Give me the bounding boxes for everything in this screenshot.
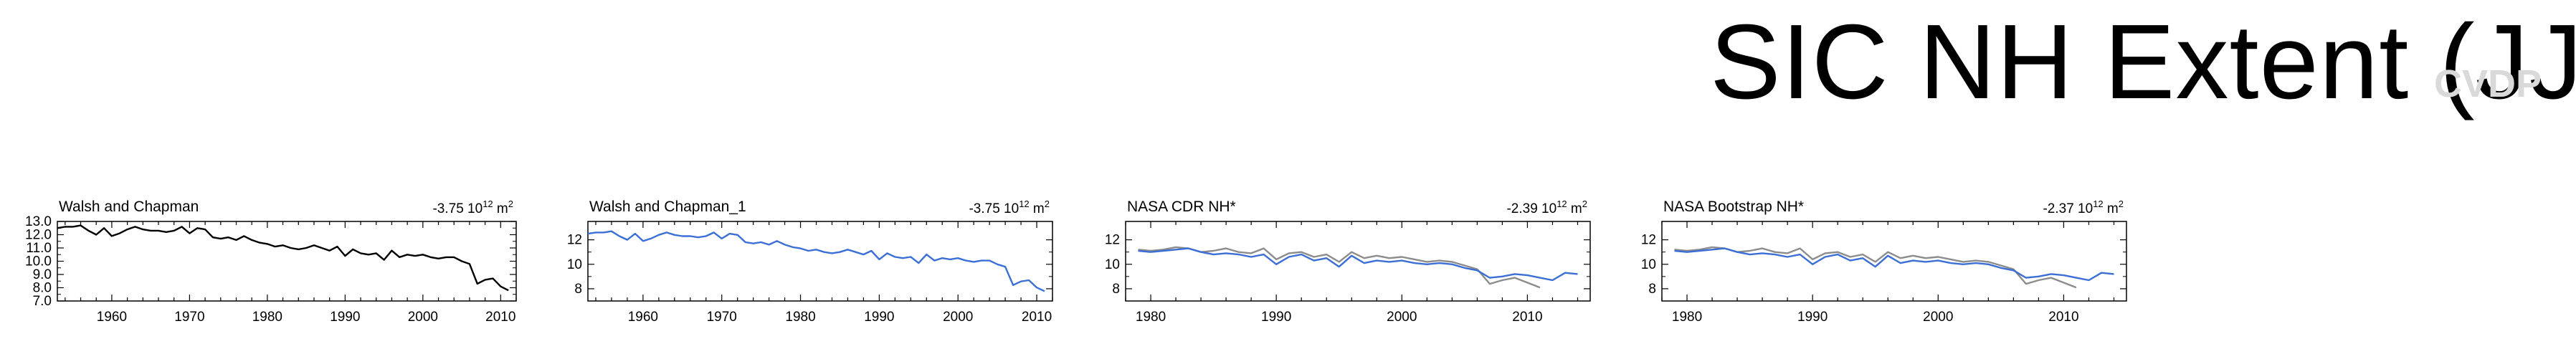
- trend-unit-exponent: 2: [1045, 199, 1050, 209]
- trend-value: -3.75 10: [969, 201, 1019, 216]
- series-line-model: [587, 230, 1045, 292]
- y-tick-label: 10: [567, 257, 582, 272]
- trend-unit: m: [1567, 201, 1582, 216]
- y-tick-label: 10: [1641, 257, 1656, 272]
- trend-unit-exponent: 2: [508, 199, 513, 209]
- x-tick-label: 2010: [1512, 310, 1542, 325]
- panel-title: Walsh and Chapman_1: [589, 199, 746, 215]
- x-tick-label: 1990: [1797, 310, 1828, 325]
- y-tick-label: 8: [1648, 282, 1656, 297]
- y-tick-label: 12: [567, 233, 582, 248]
- trend-label: -3.75 1012 m2: [432, 199, 513, 216]
- plot-frame: [587, 221, 1053, 302]
- y-tick-label: 13.0: [25, 214, 52, 229]
- x-tick-label: 1960: [628, 310, 658, 325]
- x-tick-label: 1970: [707, 310, 737, 325]
- x-tick-label: 2010: [2048, 310, 2078, 325]
- series-line-reference: [1138, 246, 1541, 289]
- x-tick-label: 1980: [1672, 310, 1702, 325]
- x-tick-label: 2000: [943, 310, 973, 325]
- x-tick-label: 2000: [408, 310, 438, 325]
- series-line-obs: [57, 224, 509, 292]
- trend-exponent: 12: [2093, 199, 2103, 209]
- trend-value: -2.39 10: [1506, 201, 1556, 216]
- trend-value: -2.37 10: [2043, 201, 2093, 216]
- y-tick-label: 10: [1105, 257, 1120, 272]
- x-tick-label: 2000: [1923, 310, 1953, 325]
- panel-title: Walsh and Chapman: [59, 199, 199, 215]
- plot-frame: [1125, 221, 1591, 302]
- series-line-model: [1674, 247, 2114, 282]
- x-tick-label: 1990: [864, 310, 894, 325]
- series-line-reference: [1674, 246, 2077, 289]
- y-tick-label: 8: [574, 282, 582, 297]
- panel-title: NASA Bootstrap NH*: [1663, 199, 1804, 215]
- y-tick-label: 7.0: [33, 294, 52, 309]
- y-tick-label: 12: [1641, 233, 1656, 248]
- x-tick-label: 1990: [330, 310, 360, 325]
- panel-title: NASA CDR NH*: [1127, 199, 1236, 215]
- page-title: SIC NH Extent (JJA): [1710, 3, 2576, 121]
- trend-exponent: 12: [1019, 199, 1029, 209]
- plot-frame: [1661, 221, 2127, 302]
- trend-unit-exponent: 2: [1582, 199, 1587, 209]
- x-tick-label: 1970: [174, 310, 204, 325]
- trend-value: -3.75 10: [432, 201, 483, 216]
- chart-panel-1: Walsh and Chapman -3.75 1012 m2 1960 1970 19…: [25, 199, 517, 325]
- y-tick-label: 10.0: [25, 254, 52, 269]
- trend-label: -2.39 1012 m2: [1506, 199, 1587, 216]
- x-tick-label: 2010: [485, 310, 515, 325]
- y-tick-label: 8.0: [33, 281, 52, 296]
- x-tick-label: 1980: [785, 310, 815, 325]
- x-tick-label: 2000: [1387, 310, 1417, 325]
- y-tick-label: 12.0: [25, 228, 52, 243]
- trend-unit-exponent: 2: [2119, 199, 2124, 209]
- trend-unit: m: [2104, 201, 2119, 216]
- trend-exponent: 12: [483, 199, 493, 209]
- x-tick-label: 1980: [1136, 310, 1166, 325]
- x-tick-label: 1990: [1261, 310, 1291, 325]
- trend-unit: m: [493, 201, 508, 216]
- y-tick-label: 11.0: [26, 241, 52, 256]
- y-tick-label: 12: [1105, 233, 1120, 248]
- trend-label: -3.75 1012 m2: [969, 199, 1050, 216]
- watermark-logo: CVDP: [2434, 62, 2542, 105]
- trend-exponent: 12: [1556, 199, 1567, 209]
- x-tick-label: 1980: [252, 310, 282, 325]
- trend-unit: m: [1030, 201, 1045, 216]
- y-tick-label: 8: [1112, 282, 1120, 297]
- x-tick-label: 1960: [97, 310, 127, 325]
- trend-label: -2.37 1012 m2: [2043, 199, 2124, 216]
- x-tick-label: 2010: [1022, 310, 1052, 325]
- series-line-model: [1138, 247, 1578, 282]
- y-tick-label: 9.0: [33, 267, 52, 282]
- plot-frame: [57, 221, 517, 302]
